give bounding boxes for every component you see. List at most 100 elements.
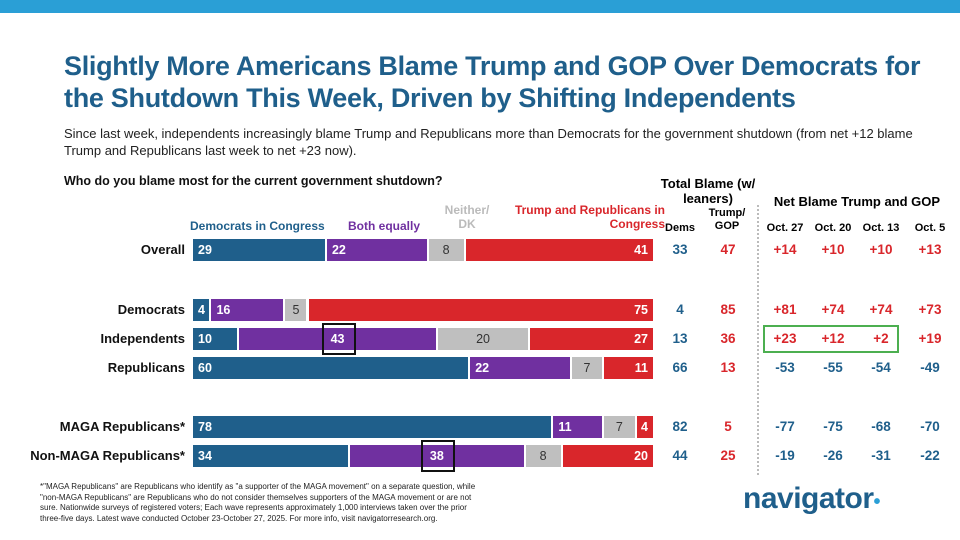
bar-value-label: 7: [615, 420, 623, 434]
dems-col-header: Dems: [665, 222, 695, 234]
bar-value-label: 11: [558, 420, 572, 434]
net-blame-oct-20: +12: [821, 331, 845, 346]
bar-value-label: 27: [634, 332, 648, 346]
highlight-box: [321, 323, 356, 355]
net-blame-oct-5: -49: [920, 360, 940, 375]
bar-value-label: 7: [583, 361, 591, 375]
bar-democrats-neither-dk: 5: [285, 299, 307, 321]
bar-democrats-trump-and-republicans-in-congress: 75: [308, 299, 653, 321]
net-blame-oct-5: -70: [920, 419, 940, 434]
bar-independents-democrats-in-congress: 10: [193, 328, 238, 350]
bar-value-label: 8: [539, 449, 547, 463]
bar-value-label: 4: [198, 303, 205, 317]
total-blame-dems: 82: [672, 419, 688, 434]
total-blame-trump: 47: [720, 242, 736, 257]
net-blame-oct-20: +74: [821, 302, 845, 317]
total-blame-dems: 44: [672, 448, 688, 463]
bar-maga-republicans-trump-and-republicans-in-congress: 4: [636, 416, 653, 438]
bar-value-label: 20: [476, 332, 490, 346]
bar-non-maga-republicans-both-equally: 38: [350, 445, 524, 467]
row-label-independents: Independents: [100, 331, 185, 346]
bar-overall-trump-and-republicans-in-congress: 41: [465, 239, 653, 261]
net-blame-oct-27: -53: [775, 360, 795, 375]
bar-value-label: 75: [634, 303, 648, 317]
total-blame-header: Total Blame (w/ leaners): [660, 176, 756, 206]
net-blame-oct-27: +14: [773, 242, 797, 257]
bar-overall-democrats-in-congress: 29: [193, 239, 325, 261]
bar-value-label: 11: [634, 361, 648, 375]
bar-overall-neither-dk: 8: [428, 239, 464, 261]
net-blame-oct-13: -31: [871, 448, 891, 463]
net-blame-oct-5: +13: [918, 242, 942, 257]
net-blame-header: Net Blame Trump and GOP: [773, 194, 941, 209]
bar-independents-neither-dk: 20: [437, 328, 529, 350]
bar-value-label: 22: [475, 361, 490, 375]
total-blame-trump: 5: [724, 419, 732, 434]
net-blame-oct-20: -26: [823, 448, 843, 463]
net-blame-oct-13: +10: [869, 242, 893, 257]
bar-democrats-both-equally: 16: [211, 299, 284, 321]
total-blame-trump: 25: [720, 448, 736, 463]
bar-independents-trump-and-republicans-in-congress: 27: [530, 328, 653, 350]
bar-value-label: 60: [198, 361, 212, 375]
navigator-logo: navigator•: [743, 482, 881, 515]
survey-question: Who do you blame most for the current go…: [64, 174, 443, 188]
row-label-maga-republicans: MAGA Republicans*: [59, 419, 185, 434]
row-label-democrats: Democrats: [117, 302, 185, 317]
total-blame-trump: 13: [720, 360, 736, 375]
net-blame-oct-27: -19: [775, 448, 795, 463]
total-blame-dems: 66: [672, 360, 688, 375]
bar-democrats-democrats-in-congress: 4: [193, 299, 210, 321]
row-label-republicans: Republicans: [107, 360, 185, 375]
bar-value-label: 4: [641, 420, 648, 434]
net-blame-oct-13: +2: [873, 331, 889, 346]
net-blame-oct-27: +81: [773, 302, 797, 317]
net-blame-oct-20: -75: [823, 419, 843, 434]
bar-non-maga-republicans-democrats-in-congress: 34: [193, 445, 349, 467]
legend-democrats: Democrats in Congress: [190, 219, 325, 233]
net-blame-oct-20: -55: [823, 360, 843, 375]
trump-col-header: Trump/ GOP: [708, 207, 746, 232]
total-blame-trump: 36: [720, 331, 736, 346]
top-accent-bar: [0, 0, 960, 13]
page-title: Slightly More Americans Blame Trump and …: [64, 51, 921, 113]
bar-value-label: 10: [198, 332, 212, 346]
bar-non-maga-republicans-neither-dk: 8: [525, 445, 561, 467]
bar-maga-republicans-both-equally: 11: [553, 416, 603, 438]
row-label-non-maga-republicans: Non-MAGA Republicans*: [30, 448, 185, 463]
net-blame-oct-5: -22: [920, 448, 940, 463]
total-blame-dems: 13: [672, 331, 688, 346]
row-label-overall: Overall: [140, 242, 185, 257]
net-blame-oct-27: -77: [775, 419, 795, 434]
highlight-box: [420, 440, 455, 472]
bar-maga-republicans-neither-dk: 7: [604, 416, 635, 438]
column-divider: [757, 205, 759, 475]
footnote: *"MAGA Republicans" are Republicans who …: [40, 482, 476, 523]
wave-header: Oct. 20: [814, 222, 852, 234]
wave-header: Oct. 27: [766, 222, 804, 234]
bar-value-label: 34: [198, 449, 212, 463]
bar-republicans-democrats-in-congress: 60: [193, 357, 469, 379]
bar-value-label: 20: [634, 449, 648, 463]
bar-value-label: 8: [442, 243, 450, 257]
bar-republicans-both-equally: 22: [470, 357, 570, 379]
bar-independents-both-equally: 43: [239, 328, 436, 350]
net-blame-oct-5: +73: [918, 302, 942, 317]
bar-value-label: 41: [634, 243, 648, 257]
independents-highlight-box: [763, 325, 899, 353]
net-blame-oct-13: -54: [871, 360, 891, 375]
legend-trump: Trump and Republicans in Congress: [514, 203, 665, 231]
bar-non-maga-republicans-trump-and-republicans-in-congress: 20: [562, 445, 653, 467]
total-blame-trump: 85: [720, 302, 736, 317]
net-blame-oct-20: +10: [821, 242, 845, 257]
total-blame-dems: 33: [672, 242, 688, 257]
bar-republicans-neither-dk: 7: [571, 357, 603, 379]
bar-overall-both-equally: 22: [326, 239, 427, 261]
net-blame-oct-5: +19: [918, 331, 942, 346]
net-blame-oct-27: +23: [773, 331, 797, 346]
bar-maga-republicans-democrats-in-congress: 78: [193, 416, 552, 438]
net-blame-oct-13: -68: [871, 419, 891, 434]
total-blame-dems: 4: [676, 302, 684, 317]
legend-neither: Neither/ DK: [444, 203, 490, 231]
legend-both: Both equally: [348, 219, 421, 233]
